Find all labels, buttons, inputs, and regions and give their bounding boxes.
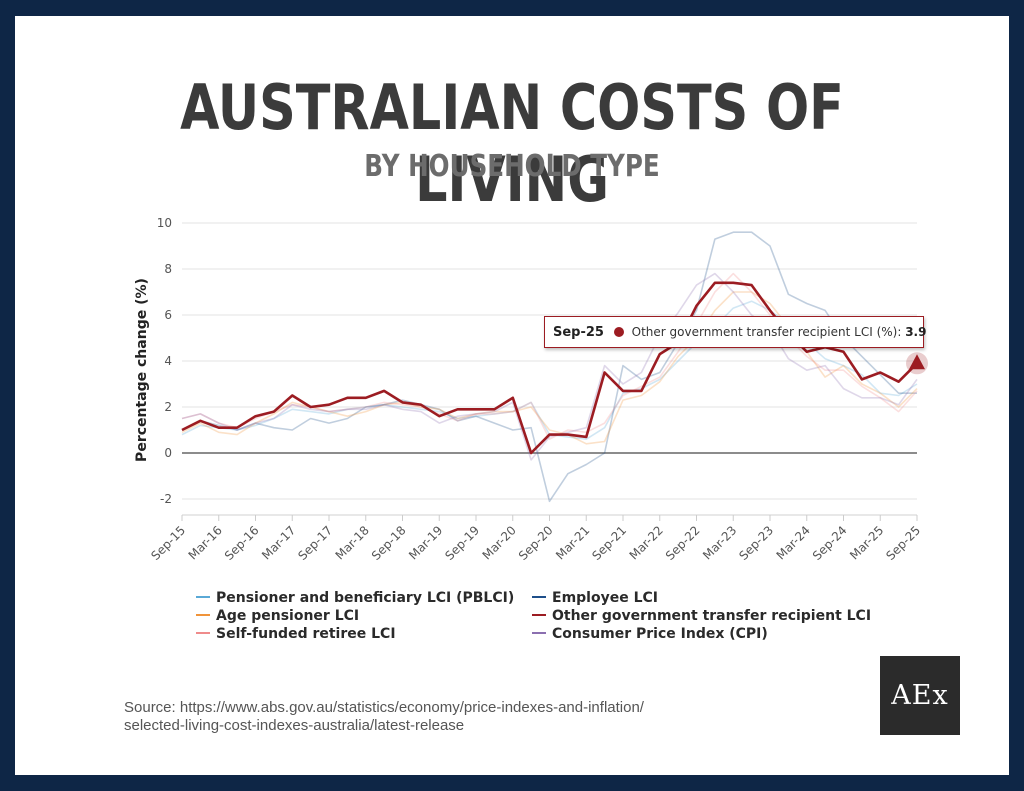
x-tick-label: Sep-19 — [442, 523, 482, 563]
y-axis-ticks: 10 8 6 4 2 0 -2 — [157, 216, 172, 506]
x-tick-label: Sep-23 — [736, 523, 776, 563]
legend-item[interactable]: Consumer Price Index (CPI) — [532, 625, 768, 643]
legend-item[interactable]: Employee LCI — [532, 589, 658, 607]
x-tick-label: Sep-25 — [883, 523, 923, 563]
legend-label: Pensioner and beneficiary LCI (PBLCI) — [216, 590, 515, 606]
x-tick-label: Sep-20 — [516, 523, 556, 563]
x-tick-label: Mar-17 — [259, 523, 298, 562]
x-tick-label: Mar-19 — [406, 523, 445, 562]
x-tick-label: Sep-21 — [589, 523, 629, 563]
tooltip-value: 3.9 — [905, 325, 927, 339]
page-subtitle: BY HOUSEHOLD TYPE — [364, 149, 660, 184]
series-line-employee-lci[interactable] — [181, 231, 917, 503]
legend-label: Other government transfer recipient LCI — [552, 608, 872, 624]
series-line-other-government-transfer-recipient-lci[interactable] — [181, 281, 918, 455]
legend-swatch-icon — [532, 596, 546, 598]
legend-swatch-icon — [196, 596, 210, 598]
tooltip-label: Other government transfer recipient LCI … — [631, 325, 902, 339]
legend-item[interactable]: Other government transfer recipient LCI — [532, 607, 871, 625]
y-tick-label: 6 — [164, 308, 172, 322]
source-line-1: Source: https://www.abs.gov.au/statistic… — [124, 699, 644, 716]
x-tick-label: Sep-15 — [148, 523, 188, 563]
x-tick-label: Sep-22 — [663, 523, 703, 563]
y-axis-label: Percentage change (%) — [134, 278, 150, 462]
chart-tooltip: Sep-25 Other government transfer recipie… — [544, 316, 927, 348]
series-line-consumer-price-index-cpi[interactable] — [181, 272, 918, 461]
line-chart: 10 8 6 4 2 0 -2 Sep-15Mar-16Sep-16Mar-17Sep-17… — [134, 216, 928, 563]
series-line-self-funded-retiree-lci[interactable] — [181, 272, 918, 440]
x-tick-label: Mar-21 — [553, 523, 592, 562]
chart-series — [181, 231, 918, 503]
chart-markers — [906, 352, 928, 375]
x-tick-label: Sep-17 — [295, 523, 335, 563]
y-tick-label: 0 — [164, 446, 172, 460]
legend-label: Self-funded retiree LCI — [216, 626, 396, 642]
x-tick-label: Sep-16 — [222, 523, 262, 563]
legend-swatch-icon — [532, 632, 546, 634]
x-tick-label: Mar-16 — [186, 523, 225, 562]
x-tick-label: Mar-22 — [627, 523, 666, 562]
y-tick-label: 2 — [164, 400, 172, 414]
legend-item[interactable]: Self-funded retiree LCI — [196, 625, 396, 643]
page-title: AUSTRALIAN COSTS OF LIVING — [180, 71, 844, 216]
x-tick-label: Mar-24 — [774, 523, 813, 562]
x-tick-label: Mar-20 — [480, 523, 519, 562]
chart-grid — [182, 222, 917, 516]
legend-label: Age pensioner LCI — [216, 608, 360, 624]
legend-swatch-icon — [532, 614, 546, 616]
x-tick-label: Mar-18 — [333, 523, 372, 562]
x-tick-label: Mar-25 — [847, 523, 886, 562]
tooltip-dot-icon — [613, 326, 624, 337]
legend-item[interactable]: Age pensioner LCI — [196, 607, 359, 625]
legend-label: Consumer Price Index (CPI) — [552, 626, 768, 642]
y-tick-label: -2 — [160, 492, 172, 506]
source-note: Source: https://www.abs.gov.au/statistic… — [124, 699, 824, 735]
legend-swatch-icon — [196, 632, 210, 634]
legend-swatch-icon — [196, 614, 210, 616]
legend-item[interactable]: Pensioner and beneficiary LCI (PBLCI) — [196, 589, 514, 607]
aex-logo: AEx — [880, 656, 960, 735]
y-tick-label: 4 — [164, 354, 172, 368]
x-tick-label: Sep-18 — [369, 523, 409, 563]
x-tick-label: Mar-23 — [700, 523, 739, 562]
x-axis-ticks: Sep-15Mar-16Sep-16Mar-17Sep-17Mar-18Sep-… — [148, 515, 923, 563]
hover-marker-triangle[interactable] — [909, 354, 925, 370]
y-tick-label: 10 — [157, 216, 172, 230]
legend-label: Employee LCI — [552, 590, 658, 606]
y-tick-label: 8 — [164, 262, 172, 276]
source-line-2: selected-living-cost-indexes-australia/l… — [124, 717, 465, 734]
chart-card — [15, 16, 1009, 775]
x-tick-label: Sep-24 — [810, 523, 850, 563]
tooltip-date: Sep-25 — [553, 325, 604, 340]
